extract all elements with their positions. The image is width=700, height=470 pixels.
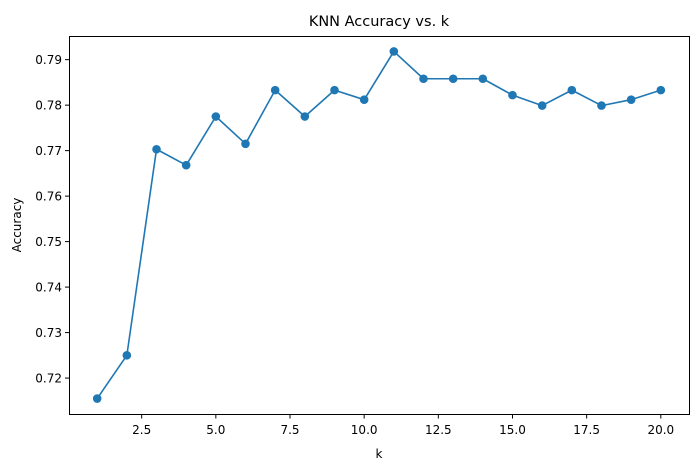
x-tick-label: 5.0	[206, 423, 225, 437]
data-point	[241, 139, 250, 149]
x-tick-label: 7.5	[280, 423, 299, 437]
x-tick-label: 12.5	[425, 423, 452, 437]
data-point	[656, 85, 666, 95]
y-tick-label: 0.78	[35, 98, 62, 112]
ticks-layer: 2.5 5.0 7.5 10.0 12.5 15.0 17.5 20.0 0.72 0.73 0.7…	[35, 53, 674, 437]
y-tick-label: 0.77	[35, 144, 62, 158]
data-point	[270, 85, 280, 95]
chart-title: KNN Accuracy vs. k	[309, 14, 450, 30]
data-point	[330, 85, 339, 95]
data-point	[567, 85, 577, 95]
x-tick-label: 20.0	[647, 423, 674, 437]
data-point	[478, 74, 488, 84]
plot-frame	[69, 36, 690, 415]
data-point	[181, 160, 191, 170]
x-tick-label: 2.5	[132, 423, 151, 437]
data-point	[122, 351, 132, 360]
data-point	[537, 101, 547, 110]
data-point	[300, 112, 310, 121]
y-tick-label: 0.74	[35, 280, 62, 294]
y-axis-title: Accuracy	[10, 198, 24, 253]
data-point	[92, 394, 102, 403]
data-point	[211, 112, 221, 121]
y-tick-label: 0.73	[35, 326, 62, 340]
x-tick-label: 15.0	[499, 423, 526, 437]
data-point	[359, 95, 369, 104]
data-point	[389, 47, 399, 56]
data-point	[419, 74, 428, 84]
y-tick-label: 0.75	[35, 235, 62, 249]
data-point	[626, 95, 636, 104]
data-point	[152, 144, 161, 154]
data-point	[448, 74, 458, 84]
x-tick-label: 10.0	[351, 423, 378, 437]
y-tick-label: 0.79	[35, 53, 62, 67]
data-point	[597, 101, 606, 110]
data-point	[508, 90, 517, 100]
y-tick-label: 0.72	[35, 371, 62, 385]
y-tick-label: 0.76	[35, 189, 62, 203]
series-layer	[92, 47, 666, 403]
x-axis-title: k	[376, 447, 383, 461]
series-line	[96, 50, 662, 399]
x-tick-label: 17.5	[573, 423, 600, 437]
